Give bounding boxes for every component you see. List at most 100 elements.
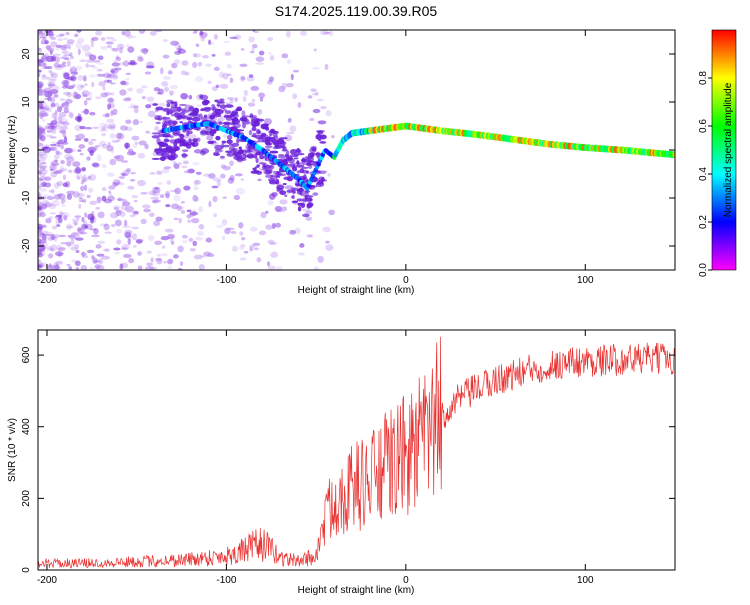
- spectrogram-cell: [219, 104, 227, 110]
- spectrogram-cell: [246, 153, 255, 158]
- spectrogram-cell: [123, 97, 132, 102]
- spectrogram-cell: [114, 219, 122, 227]
- spectrogram-cell: [51, 162, 56, 168]
- spectrogram-cell: [269, 133, 273, 136]
- spectrogram-cell: [49, 147, 55, 151]
- spectrogram-cell: [50, 161, 59, 167]
- spectrogram-cell: [299, 168, 305, 174]
- spectrogram-cell: [49, 247, 55, 252]
- spectrogram-cell: [305, 170, 310, 174]
- spectrogram-cell: [116, 239, 122, 245]
- snr-x-label: Height of straight line (km): [298, 585, 415, 596]
- spectrogram-cell: [158, 145, 163, 151]
- spectrogram-cell: [38, 177, 42, 180]
- spectrogram-cell: [180, 70, 187, 76]
- spectrogram-cell: [101, 163, 107, 169]
- spectrogram-cell: [141, 204, 151, 209]
- spectrogram-cell: [69, 68, 74, 74]
- spectrogram-cell: [44, 93, 53, 98]
- spectrogram-cell: [172, 161, 177, 165]
- spectrogram-cell: [198, 223, 205, 230]
- spectrogram-cell: [51, 141, 56, 144]
- spectrogram-cell: [111, 223, 116, 228]
- spectrogram-cell: [133, 199, 138, 203]
- spectrogram-cell: [88, 187, 94, 193]
- spectrogram-cell: [90, 216, 95, 221]
- spectrogram-cell: [48, 253, 54, 259]
- spectrogram-cell: [216, 104, 221, 107]
- spectrogram-cell: [98, 140, 107, 147]
- spectrogram-cell: [65, 31, 70, 36]
- spectrogram-cell: [50, 37, 57, 40]
- spectrogram-cell: [137, 265, 143, 270]
- spectrogram-cell: [311, 92, 319, 96]
- spectrogram-cell: [60, 212, 70, 218]
- spectrogram-cell: [39, 178, 43, 181]
- spectrogram-cell: [83, 184, 88, 191]
- spectrogram-cell: [47, 106, 53, 113]
- spectrogram-cell: [163, 166, 172, 170]
- spectrogram-cell: [125, 119, 132, 124]
- spectrogram-cell: [234, 34, 242, 40]
- spectrogram-cell: [309, 234, 314, 238]
- spectrogram-cell: [115, 56, 122, 62]
- spectrogram-cell: [214, 144, 224, 151]
- spectrogram-cell: [289, 125, 297, 133]
- spectrogram-y-tick-label: -20: [21, 238, 32, 253]
- spectrogram-cell: [74, 260, 81, 267]
- spectrogram-cell: [60, 198, 65, 205]
- spectrogram-cell: [125, 44, 130, 48]
- spectrogram-cell: [66, 223, 72, 231]
- spectrogram-cell: [186, 214, 196, 218]
- spectrogram-cell: [315, 134, 322, 140]
- spectrogram-cell: [199, 94, 209, 101]
- spectrogram-cell: [166, 258, 173, 265]
- spectrogram-cell: [320, 176, 325, 182]
- spectrogram-cell: [51, 112, 57, 119]
- spectrogram-cell: [289, 154, 298, 158]
- spectrogram-cell: [164, 190, 171, 198]
- spectrogram-cell: [137, 251, 142, 256]
- spectrogram-cell: [54, 251, 64, 257]
- spectrogram-cell: [44, 125, 54, 131]
- spectrogram-cell: [50, 102, 56, 108]
- spectrogram-cell: [255, 62, 264, 65]
- spectrogram-cell: [124, 142, 131, 149]
- spectrogram-cell: [107, 79, 112, 83]
- spectrogram-cell: [200, 36, 205, 42]
- spectrogram-cell: [268, 52, 272, 55]
- spectrogram-cell: [271, 222, 276, 230]
- spectrogram-cell: [96, 68, 103, 72]
- spectrogram-cell: [202, 54, 209, 59]
- spectrogram-cell: [38, 146, 43, 153]
- spectrogram-cell: [110, 68, 119, 75]
- spectrogram-cell: [191, 141, 199, 147]
- spectrogram-cell: [97, 55, 104, 61]
- spectrogram-cell: [65, 98, 73, 104]
- spectrogram-cell: [61, 141, 69, 145]
- spectrogram-cell: [173, 217, 179, 221]
- spectrogram-cell: [257, 130, 262, 135]
- spectrogram-cell: [193, 30, 198, 34]
- spectrogram-cell: [286, 82, 294, 88]
- spectrogram-cell: [58, 139, 64, 142]
- spectrogram-cell: [50, 96, 56, 104]
- spectrogram-x-tick: 100: [577, 30, 594, 286]
- spectrogram-cell: [317, 255, 324, 263]
- spectrogram-cell: [167, 155, 176, 161]
- spectrogram-cell: [50, 89, 59, 95]
- spectrogram-cell: [82, 199, 87, 203]
- spectrogram-cell: [256, 164, 261, 168]
- spectrogram-cell: [249, 113, 254, 119]
- spectrogram-cell: [74, 33, 79, 38]
- spectrogram-cell: [287, 157, 295, 164]
- spectrogram-cell: [45, 76, 52, 80]
- spectrogram-cell: [68, 235, 77, 240]
- spectrogram-cell: [292, 187, 298, 191]
- spectrogram-cell: [124, 229, 133, 235]
- spectrogram-cell: [58, 216, 63, 224]
- spectrogram-cell: [233, 155, 243, 161]
- spectrogram-cell: [269, 54, 275, 61]
- spectrogram-cell: [47, 125, 54, 130]
- spectrogram-cell: [224, 110, 232, 115]
